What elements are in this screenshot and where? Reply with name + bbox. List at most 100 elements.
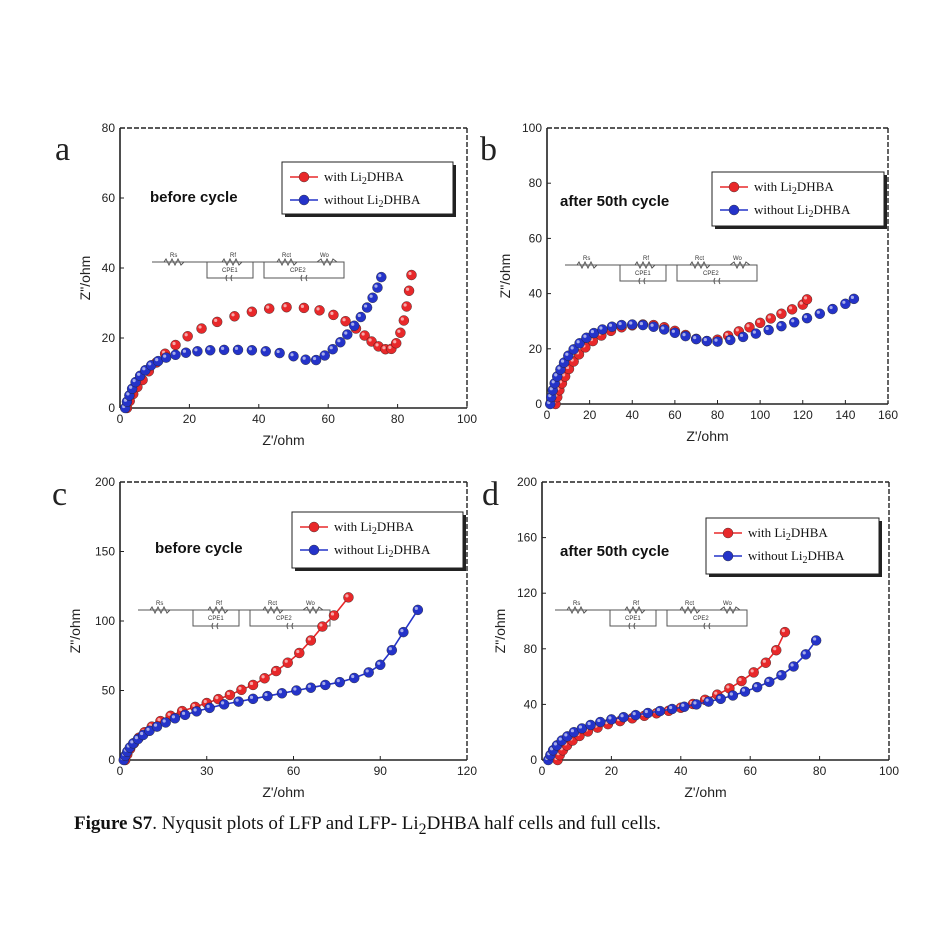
data-point-highlight xyxy=(587,721,591,726)
data-point-highlight xyxy=(735,328,739,332)
data-point xyxy=(305,682,317,693)
x-tick-label: 20 xyxy=(605,764,619,778)
data-point-highlight xyxy=(553,742,558,746)
data-point xyxy=(637,319,649,331)
circuit-label: Rct xyxy=(685,601,694,607)
data-point xyxy=(314,305,325,316)
data-point-highlight xyxy=(198,325,202,329)
data-point xyxy=(211,316,223,328)
data-point-highlight xyxy=(816,310,820,314)
equivalent-circuit: Rs Rf Rct Wo CPE1 CPE2 xyxy=(152,253,345,282)
data-point xyxy=(616,319,627,331)
y-tick-label: 80 xyxy=(529,176,543,190)
data-point-highlight xyxy=(342,318,346,322)
data-point-highlight xyxy=(130,740,134,744)
data-point-highlight xyxy=(790,663,794,667)
warburg-element xyxy=(719,605,741,615)
legend-box xyxy=(291,511,464,569)
data-point xyxy=(246,345,258,356)
data-point-highlight xyxy=(850,295,855,299)
data-point xyxy=(736,675,747,687)
data-point xyxy=(160,717,171,728)
data-point-highlight xyxy=(132,379,136,383)
data-point xyxy=(335,337,346,348)
data-point xyxy=(236,684,247,696)
cpe1-loop xyxy=(619,264,667,282)
data-point-highlight xyxy=(126,392,130,396)
circuit-label: Rf xyxy=(230,253,236,259)
data-point-highlight xyxy=(316,307,320,311)
series-without xyxy=(120,271,387,414)
data-point-highlight xyxy=(414,606,418,610)
data-point-highlight xyxy=(557,366,561,370)
data-point xyxy=(680,330,691,342)
data-point-highlight xyxy=(620,714,624,718)
y-tick-label: 20 xyxy=(529,342,543,356)
data-point xyxy=(170,339,181,351)
data-point-highlight xyxy=(829,305,833,310)
data-point-highlight xyxy=(738,677,742,682)
data-point xyxy=(771,644,782,656)
data-point-highlight xyxy=(221,701,225,705)
data-point-highlight xyxy=(656,707,661,712)
data-point xyxy=(776,320,787,332)
data-point-highlight xyxy=(778,672,782,676)
x-axis-label: Z'/ohm xyxy=(262,432,304,448)
data-point-highlight xyxy=(565,352,569,356)
data-point xyxy=(412,604,424,616)
data-point-highlight xyxy=(788,306,793,310)
data-point-highlight xyxy=(307,637,311,641)
cpe1-symbol xyxy=(638,277,646,285)
data-point-highlight xyxy=(803,296,808,300)
x-tick-label: 100 xyxy=(750,408,770,422)
data-point-highlight xyxy=(290,353,294,357)
warburg-element xyxy=(316,257,338,267)
legend: with Li2DHBA without Li2DHBA xyxy=(705,517,882,577)
x-tick-label: 90 xyxy=(374,764,388,778)
y-tick-label: 200 xyxy=(95,475,115,489)
data-point-highlight xyxy=(725,332,729,336)
y-tick-label: 0 xyxy=(535,397,542,411)
data-point xyxy=(170,349,181,360)
data-point-highlight xyxy=(693,701,697,705)
data-point-highlight xyxy=(560,359,565,363)
x-tick-label: 60 xyxy=(668,408,682,422)
data-point-highlight xyxy=(194,348,198,352)
series-with xyxy=(121,269,417,414)
legend-label: with Li2DHBA xyxy=(324,169,404,187)
cpe1-symbol xyxy=(211,622,219,630)
data-point xyxy=(305,635,317,646)
data-point xyxy=(406,269,417,281)
cpe2-symbol xyxy=(713,277,721,285)
data-point-highlight xyxy=(221,346,225,350)
data-point-highlight xyxy=(262,348,266,352)
data-point-highlight xyxy=(321,352,325,356)
legend-label: with Li2DHBA xyxy=(754,179,834,197)
data-point-highlight xyxy=(207,347,211,351)
data-point-highlight xyxy=(378,274,382,278)
data-point xyxy=(196,323,207,334)
data-point-highlight xyxy=(754,684,758,688)
data-point xyxy=(349,320,360,331)
data-point xyxy=(642,707,654,719)
x-tick-label: 120 xyxy=(457,764,477,778)
data-point-highlight xyxy=(778,323,782,327)
x-tick-label: 60 xyxy=(322,412,336,426)
data-point-highlight xyxy=(791,319,795,323)
data-point-highlight xyxy=(590,329,594,334)
data-point-highlight xyxy=(632,712,636,716)
data-point xyxy=(264,303,275,314)
circuit-label: CPE1 xyxy=(625,616,641,622)
legend-label: with Li2DHBA xyxy=(334,519,414,537)
warburg-element xyxy=(729,260,751,270)
x-tick-label: 20 xyxy=(183,412,197,426)
data-point-highlight xyxy=(564,733,568,737)
legend-swatch-marker xyxy=(308,544,320,556)
x-tick-label: 80 xyxy=(813,764,827,778)
data-point xyxy=(814,308,825,319)
legend-label: without Li2DHBA xyxy=(748,548,845,566)
data-point-highlight xyxy=(249,681,254,686)
data-point xyxy=(403,285,415,296)
data-point-highlight xyxy=(757,319,761,323)
data-point-highlight xyxy=(153,723,158,727)
